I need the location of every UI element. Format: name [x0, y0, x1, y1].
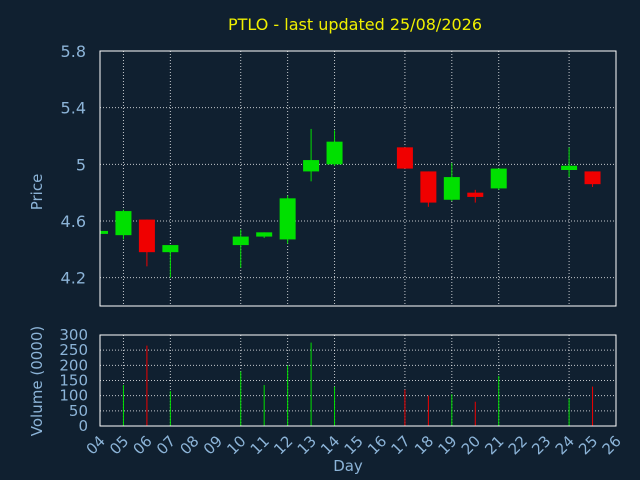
volume-tick-label: 250 [59, 341, 88, 359]
volume-axis-label: Volume (0000) [28, 326, 46, 436]
volume-tick-label: 150 [59, 372, 88, 390]
price-panel-frame [99, 50, 617, 307]
candle-body [561, 165, 578, 170]
candle-body [326, 141, 343, 165]
candle-body [256, 232, 273, 237]
candle-body [396, 147, 413, 169]
candle-body [100, 230, 108, 234]
price-axis-label: Price [28, 174, 46, 211]
candle-body [303, 160, 320, 172]
candle-body [443, 177, 460, 200]
chart-title: PTLO - last updated 25/08/2026 [228, 15, 482, 34]
volume-panel-frame [99, 334, 617, 427]
price-tick-label: 4.2 [61, 269, 86, 288]
volume-tick-label: 50 [69, 402, 88, 420]
volume-tick-label: 200 [59, 356, 88, 374]
price-tick-label: 5 [76, 155, 86, 174]
candle-body [232, 236, 249, 246]
price-tick-label: 5.8 [61, 42, 86, 61]
volume-tick-label: 0 [78, 417, 88, 435]
price-tick-label: 5.4 [61, 99, 86, 118]
volume-bars-layer [122, 342, 594, 426]
candle-body [584, 171, 601, 185]
candle-body [162, 245, 179, 253]
candle-body [138, 219, 155, 253]
candle-body [490, 168, 507, 189]
candle-body [115, 211, 132, 236]
candles-layer [99, 128, 601, 278]
volume-tick-label: 300 [59, 326, 88, 344]
candle-body [279, 198, 296, 240]
candle-body [467, 192, 484, 197]
candle-body [420, 171, 437, 203]
volume-tick-label: 100 [59, 387, 88, 405]
x-axis-label: Day [333, 457, 363, 475]
price-tick-label: 4.6 [61, 212, 86, 231]
